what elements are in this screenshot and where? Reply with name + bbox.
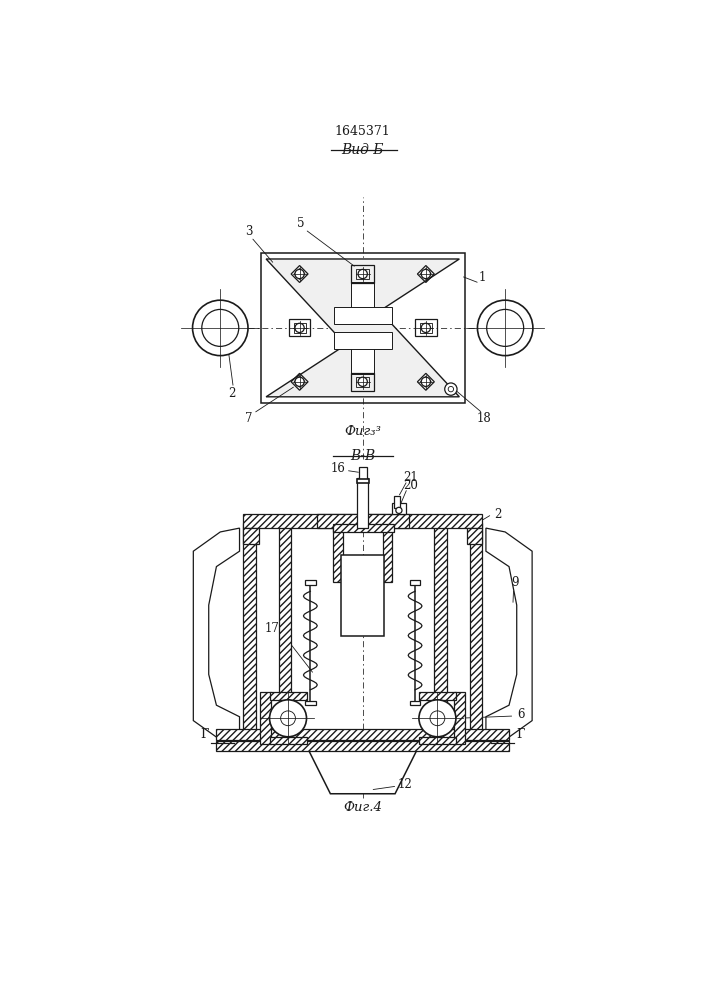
Text: 12: 12	[398, 778, 412, 791]
Text: Фиг.4: Фиг.4	[344, 801, 382, 814]
Text: 5: 5	[298, 217, 305, 230]
Bar	[434, 523, 447, 740]
Circle shape	[192, 300, 248, 356]
Bar	[216, 741, 509, 751]
Bar	[392, 503, 406, 514]
Polygon shape	[309, 751, 416, 794]
Text: 21: 21	[403, 471, 418, 484]
Bar	[357, 478, 368, 528]
Circle shape	[421, 323, 431, 333]
Circle shape	[295, 269, 304, 279]
Bar	[279, 523, 291, 740]
Bar	[467, 528, 482, 544]
Text: 18: 18	[477, 412, 492, 425]
Text: 16: 16	[331, 462, 346, 475]
Text: Г: Г	[516, 728, 525, 741]
Bar	[351, 282, 374, 324]
Polygon shape	[486, 528, 532, 740]
Bar	[382, 528, 392, 582]
Bar	[409, 701, 421, 705]
Bar	[288, 319, 310, 336]
Bar	[243, 514, 482, 528]
Bar	[351, 265, 374, 283]
Text: 6: 6	[517, 708, 525, 721]
Bar	[269, 692, 307, 700]
Text: 7: 7	[245, 412, 252, 425]
Text: 2: 2	[228, 387, 235, 400]
Circle shape	[358, 377, 368, 386]
Bar	[455, 692, 465, 744]
Bar	[334, 524, 394, 532]
Circle shape	[419, 700, 456, 737]
Bar	[334, 528, 343, 582]
Bar	[420, 323, 432, 333]
Polygon shape	[193, 528, 240, 740]
Bar	[351, 373, 374, 391]
Polygon shape	[266, 259, 460, 397]
Bar	[409, 580, 421, 585]
Text: 3: 3	[245, 225, 252, 238]
Bar	[415, 319, 437, 336]
Text: Вид Б: Вид Б	[341, 143, 384, 157]
Bar	[356, 479, 369, 483]
Text: 20: 20	[403, 479, 418, 492]
Bar	[305, 701, 316, 705]
Circle shape	[358, 269, 368, 279]
Text: Фиг₃³: Фиг₃³	[344, 425, 381, 438]
Text: 1645371: 1645371	[335, 125, 390, 138]
Circle shape	[421, 377, 431, 386]
Circle shape	[477, 300, 533, 356]
Bar	[356, 377, 369, 387]
Bar	[469, 523, 482, 740]
Text: Г: Г	[201, 728, 209, 741]
Bar	[359, 466, 366, 480]
Bar	[243, 523, 256, 740]
Circle shape	[445, 383, 457, 395]
Bar	[261, 253, 464, 403]
Circle shape	[396, 507, 402, 513]
Bar	[293, 323, 305, 333]
Bar	[334, 332, 392, 349]
Text: 9: 9	[511, 576, 519, 588]
Circle shape	[486, 309, 524, 346]
Circle shape	[201, 309, 239, 346]
Text: 17: 17	[264, 622, 279, 635]
Bar	[341, 555, 385, 636]
Circle shape	[269, 700, 307, 737]
Bar	[334, 307, 392, 324]
Bar	[260, 692, 271, 744]
Bar	[356, 269, 369, 279]
Bar	[216, 729, 509, 740]
Circle shape	[295, 323, 304, 333]
Circle shape	[295, 377, 304, 386]
Bar	[243, 528, 259, 544]
Bar	[317, 514, 359, 528]
Bar	[419, 692, 456, 700]
Bar	[269, 737, 307, 744]
Circle shape	[421, 269, 431, 279]
Text: 2: 2	[493, 508, 501, 521]
Text: В-В: В-В	[350, 449, 375, 463]
Bar	[394, 496, 399, 508]
Bar	[351, 332, 374, 374]
Text: 1: 1	[479, 271, 486, 284]
Bar	[366, 514, 409, 528]
Bar	[419, 737, 456, 744]
Bar	[305, 580, 316, 585]
